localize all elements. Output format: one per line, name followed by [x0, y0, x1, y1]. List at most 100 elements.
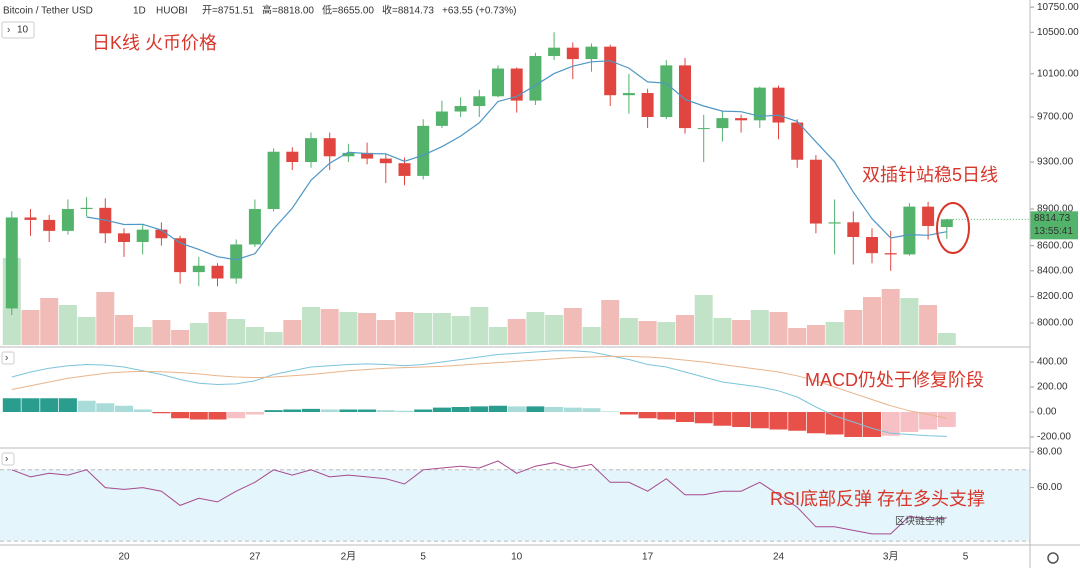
volume-bar	[900, 298, 919, 345]
highlight-circle	[936, 202, 970, 254]
candle-body	[697, 128, 710, 130]
volume-bar	[152, 320, 171, 345]
candle-body	[342, 152, 355, 157]
y-tick-label: 80.00	[1037, 447, 1062, 458]
macd-bar	[470, 406, 489, 412]
x-tick-label: 2月	[341, 551, 357, 563]
volume-bar	[657, 322, 676, 345]
candle-body	[548, 47, 561, 56]
volume-bar	[376, 320, 395, 345]
volume-bar	[208, 312, 227, 345]
volume-bar	[339, 312, 358, 345]
candle-body	[809, 159, 822, 224]
candle-body	[174, 238, 187, 273]
candle-body	[622, 93, 635, 96]
candle-body	[5, 217, 18, 309]
macd-bar	[189, 412, 208, 420]
macd-bar	[638, 412, 657, 419]
volume-bar	[414, 313, 433, 345]
macd-bar	[58, 398, 77, 412]
volume-bar	[919, 305, 938, 345]
watermark: 区块链空神	[895, 515, 945, 528]
y-tick-label: 8200.00	[1037, 291, 1074, 302]
volume-bar	[58, 305, 77, 345]
price-change: +63.55 (+0.73%)	[442, 6, 517, 17]
macd-bar	[208, 412, 227, 420]
volume-bar	[881, 289, 900, 345]
candle-body	[417, 125, 430, 176]
macd-bar	[713, 412, 732, 426]
candle-body	[510, 68, 523, 101]
macd-bar	[227, 412, 246, 419]
candle-body	[660, 65, 673, 118]
volume-bar	[96, 292, 115, 345]
candle-body	[80, 207, 93, 210]
ohlc-value: 高=8818.00	[262, 4, 314, 17]
interval: 1D	[133, 6, 146, 17]
candle-body	[884, 253, 897, 255]
volume-bar	[432, 313, 451, 345]
y-tick-label: -200.00	[1037, 432, 1071, 443]
macd-bar	[77, 400, 96, 412]
indicator-chevron: ›	[7, 25, 10, 36]
macd-bar	[937, 412, 956, 427]
macd-bar	[395, 410, 414, 412]
candle-body	[435, 111, 448, 126]
volume-bar	[227, 319, 246, 345]
volume-bar	[937, 333, 956, 345]
annotation: RSI底部反弹 存在多头支撑	[770, 489, 985, 509]
macd-bar	[900, 412, 919, 432]
candle-body	[454, 106, 467, 112]
candle-body	[529, 55, 542, 101]
rsi-toggle[interactable]	[1, 452, 15, 466]
candle-body	[305, 138, 317, 163]
macd-bar	[96, 403, 115, 412]
annotation: 日K线 火币价格	[92, 33, 217, 53]
macd-bar	[451, 407, 470, 412]
volume-bar	[563, 308, 582, 345]
volume-bar	[189, 323, 208, 345]
macd-toggle[interactable]	[1, 351, 15, 365]
candle-body	[379, 158, 392, 164]
macd-bar	[115, 405, 133, 412]
candle-body	[286, 151, 299, 163]
y-tick-label: 10750.00	[1037, 2, 1079, 13]
ma5-line	[86, 60, 947, 261]
last-price: 8814.73	[1034, 213, 1071, 224]
candle-body	[940, 219, 953, 228]
symbol: Bitcoin / Tether USD	[3, 6, 93, 17]
macd-bar	[619, 412, 638, 415]
candle-body	[61, 209, 74, 231]
candle-body	[118, 233, 130, 242]
volume-bar	[395, 312, 414, 345]
candle-body	[248, 209, 261, 245]
indicator-box[interactable]	[1, 21, 35, 39]
volume-bar	[302, 307, 320, 345]
volume-bar	[582, 327, 601, 345]
y-tick-label: 9300.00	[1037, 157, 1074, 168]
candle-body	[585, 46, 598, 60]
ohlc-value: 收=8814.73	[382, 4, 434, 17]
volume-bar	[806, 325, 825, 345]
x-tick-label: 5	[963, 552, 969, 563]
x-tick-label: 10	[511, 552, 523, 563]
macd-bar	[545, 407, 564, 412]
volume-bar	[545, 315, 564, 345]
volume-bar	[115, 315, 133, 345]
settings-icon[interactable]	[1047, 552, 1059, 564]
y-tick-label: 200.00	[1037, 382, 1068, 393]
macd-bar	[582, 408, 601, 412]
volume-bar	[732, 320, 751, 345]
indicator-value: 10	[17, 25, 29, 36]
volume-bar	[133, 327, 152, 345]
countdown: 13:55:41	[1034, 226, 1073, 237]
candle-body	[753, 87, 766, 121]
macd-bar	[750, 412, 769, 429]
y-tick-label: 10500.00	[1037, 27, 1079, 38]
y-tick-label: 8400.00	[1037, 265, 1074, 276]
candle-body	[679, 65, 691, 129]
volume-bar	[844, 310, 863, 345]
toggle-chevron: ›	[5, 454, 8, 465]
